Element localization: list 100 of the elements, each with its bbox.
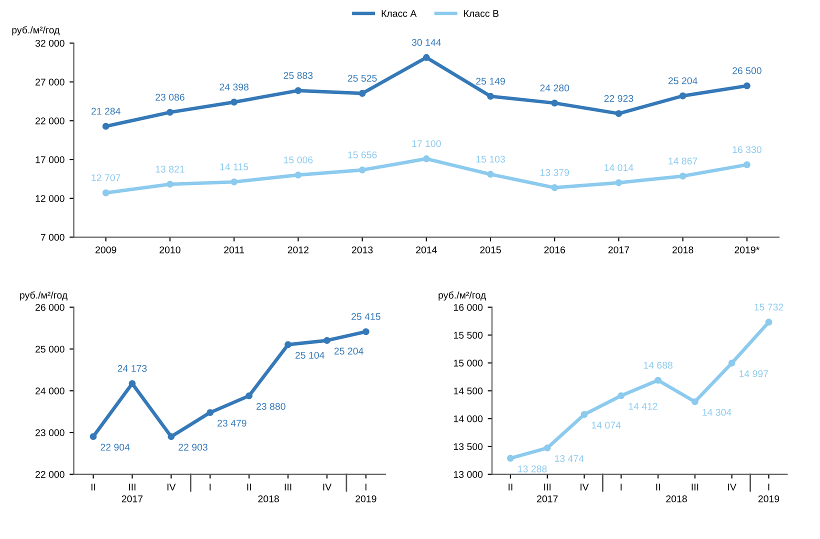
x-tick-label: 2015: [480, 246, 501, 254]
x-tick-label: 2012: [288, 246, 309, 254]
point: [580, 411, 588, 418]
x-tick-label: III: [129, 484, 136, 490]
point: [102, 189, 110, 196]
point: [743, 161, 750, 168]
y-tick-label: 32 000: [35, 40, 64, 47]
data-label: 30 144: [412, 38, 441, 46]
data-label: 14 014: [604, 164, 634, 172]
point: [551, 100, 558, 107]
data-label: 23 880: [256, 402, 286, 410]
data-label: 14 997: [740, 370, 768, 378]
point: [654, 376, 662, 384]
data-label: 13 821: [156, 166, 184, 173]
data-label: 23 479: [218, 420, 246, 427]
text: 2019: [758, 495, 780, 502]
y-axis-title: руб./м²/год: [20, 291, 68, 301]
x-tick-label: IV: [580, 484, 589, 490]
y-tick-label: 17 000: [36, 156, 64, 164]
y-tick-label: 24 000: [36, 388, 64, 394]
y-tick-label: 26 000: [36, 304, 64, 311]
y-tick-label: 12 000: [36, 195, 64, 202]
data-label: 25 149: [476, 78, 505, 85]
data-label: 13 379: [540, 169, 570, 176]
x-tick-label: 2009: [96, 246, 116, 254]
y-tick-label: 14 000: [454, 415, 483, 422]
y-tick-label: 14 500: [454, 388, 483, 394]
text: 2018: [258, 495, 279, 502]
data-label: 25 204: [668, 77, 698, 84]
x-tick-label: IV: [323, 484, 332, 490]
point: [294, 87, 302, 94]
x-tick-label: I: [620, 484, 622, 490]
legend-label: Класс В: [464, 10, 498, 17]
x-tick-label: IV: [167, 484, 176, 490]
point: [743, 82, 750, 90]
y-tick-label: 16 000: [454, 304, 483, 311]
x-tick-label: 2016: [544, 246, 566, 254]
data-label: 23 086: [156, 94, 184, 101]
x-tick-label: I: [365, 484, 366, 490]
point: [615, 179, 622, 186]
data-label: 14 688: [644, 362, 672, 369]
data-label: 25 204: [334, 348, 364, 355]
point: [230, 178, 238, 186]
data-label: 22 903: [178, 444, 208, 451]
point: [362, 328, 370, 336]
x-tick-label: 2017: [608, 246, 630, 254]
x-tick-label: 2018: [672, 246, 694, 254]
y-tick-label: 27 000: [36, 78, 64, 86]
point: [230, 98, 238, 106]
point: [615, 110, 622, 118]
y-tick-label: 15 000: [454, 360, 483, 367]
x-tick-label: II: [508, 484, 512, 490]
point: [90, 433, 97, 440]
data-label: 24 173: [118, 365, 147, 372]
point: [246, 392, 253, 400]
x-tick-label: 2014: [416, 246, 437, 254]
point: [765, 318, 772, 326]
x-tick-label: I: [210, 484, 211, 490]
data-label: 25 883: [284, 72, 313, 79]
data-label: 14 115: [220, 164, 248, 170]
data-label: 14 304: [702, 408, 732, 416]
x-tick-label: 2010: [160, 246, 180, 254]
data-label: 13 288: [518, 465, 547, 472]
point: [128, 380, 136, 388]
data-label: 12 707: [92, 174, 120, 182]
y-tick-label: 25 000: [36, 346, 64, 353]
data-label: 25 525: [348, 74, 377, 82]
x-tick-label: III: [692, 484, 698, 490]
y-tick-label: 22 000: [36, 117, 64, 124]
data-label: 15 732: [754, 304, 784, 311]
text: 2017: [122, 495, 143, 502]
point: [487, 92, 494, 100]
x-tick-label: III: [284, 484, 292, 490]
x-tick-label: III: [544, 484, 551, 490]
y-axis-title: руб./м²/год: [438, 291, 486, 301]
x-tick-label: II: [247, 484, 251, 490]
y-tick-label: 13 500: [454, 443, 483, 450]
point: [679, 172, 686, 180]
point: [102, 122, 110, 130]
data-label: 25 415: [352, 313, 380, 320]
point: [284, 341, 292, 348]
text: 2017: [537, 495, 558, 502]
data-label: 15 103: [476, 156, 505, 163]
point: [728, 360, 736, 367]
data-label: 24 280: [540, 84, 570, 92]
y-tick-label: 13 000: [454, 471, 483, 478]
x-tick-label: 2019*: [734, 246, 760, 254]
x-tick-label: 2013: [352, 246, 373, 254]
point: [422, 155, 430, 162]
data-label: 17 100: [412, 140, 441, 148]
legend-label: Класс А: [382, 10, 417, 17]
point: [551, 184, 558, 192]
data-label: 22 923: [604, 95, 634, 102]
text: 2018: [666, 495, 687, 502]
data-label: 15 006: [284, 156, 313, 164]
y-tick-label: 22 000: [36, 471, 64, 478]
point: [166, 108, 174, 116]
x-tick-label: II: [656, 484, 660, 490]
data-label: 25 104: [295, 352, 324, 359]
x-tick-label: IV: [728, 484, 736, 490]
